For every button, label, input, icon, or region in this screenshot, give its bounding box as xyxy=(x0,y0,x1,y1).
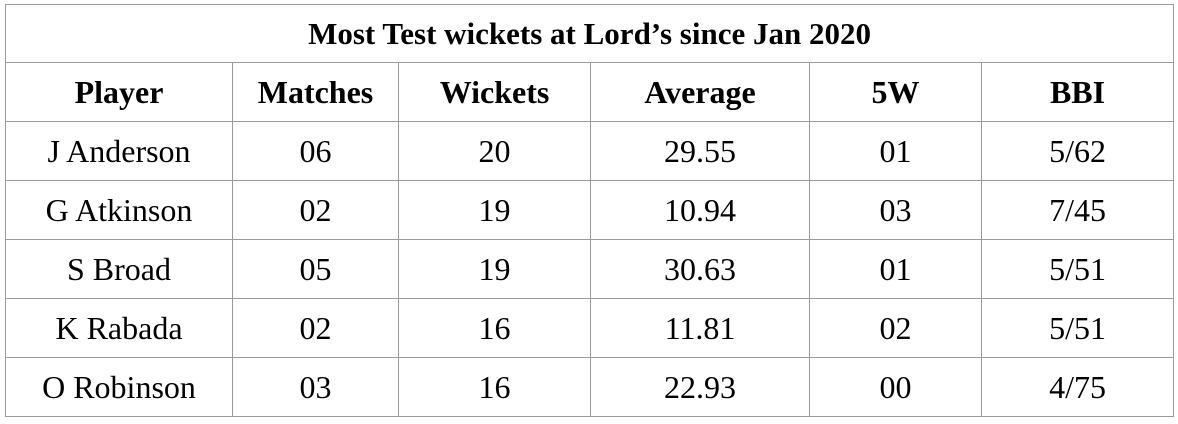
header-wickets: Wickets xyxy=(398,62,591,122)
cell-bbi: 5/51 xyxy=(980,239,1175,299)
cell-wickets: 20 xyxy=(398,121,591,181)
cell-average: 29.55 xyxy=(590,121,810,181)
table-row: O Robinson 03 16 22.93 00 4/75 xyxy=(5,357,1175,417)
cell-5w: 03 xyxy=(809,180,982,240)
cell-wickets: 19 xyxy=(398,239,591,299)
cell-player: S Broad xyxy=(5,239,233,299)
cell-wickets: 19 xyxy=(398,180,591,240)
cell-5w: 02 xyxy=(809,298,982,358)
cell-wickets: 16 xyxy=(398,357,591,417)
cell-matches: 06 xyxy=(232,121,399,181)
cell-5w: 01 xyxy=(809,239,982,299)
cell-average: 10.94 xyxy=(590,180,810,240)
header-matches: Matches xyxy=(232,62,399,122)
wickets-table: Most Test wickets at Lord’s since Jan 20… xyxy=(4,4,1175,417)
cell-player: J Anderson xyxy=(5,121,233,181)
cell-player: O Robinson xyxy=(5,357,233,417)
cell-matches: 02 xyxy=(232,180,399,240)
cell-bbi: 5/62 xyxy=(980,121,1175,181)
cell-average: 22.93 xyxy=(590,357,810,417)
table-header-row: Player Matches Wickets Average 5W BBI xyxy=(5,62,1175,122)
cell-player: G Atkinson xyxy=(5,180,233,240)
cell-average: 30.63 xyxy=(590,239,810,299)
table-row: G Atkinson 02 19 10.94 03 7/45 xyxy=(5,180,1175,240)
table-title-row: Most Test wickets at Lord’s since Jan 20… xyxy=(4,4,1175,63)
table-row: K Rabada 02 16 11.81 02 5/51 xyxy=(5,298,1175,358)
table-title: Most Test wickets at Lord’s since Jan 20… xyxy=(4,4,1175,63)
header-average: Average xyxy=(590,62,810,122)
table-row: S Broad 05 19 30.63 01 5/51 xyxy=(5,239,1175,299)
header-bbi: BBI xyxy=(980,62,1175,122)
cell-wickets: 16 xyxy=(398,298,591,358)
cell-bbi: 4/75 xyxy=(980,357,1175,417)
cell-bbi: 7/45 xyxy=(980,180,1175,240)
cell-matches: 03 xyxy=(232,357,399,417)
cell-matches: 05 xyxy=(232,239,399,299)
table-row: J Anderson 06 20 29.55 01 5/62 xyxy=(5,121,1175,181)
header-player: Player xyxy=(5,62,233,122)
cell-bbi: 5/51 xyxy=(980,298,1175,358)
cell-player: K Rabada xyxy=(5,298,233,358)
cell-5w: 01 xyxy=(809,121,982,181)
header-5w: 5W xyxy=(809,62,982,122)
cell-matches: 02 xyxy=(232,298,399,358)
cell-average: 11.81 xyxy=(590,298,810,358)
cell-5w: 00 xyxy=(809,357,982,417)
